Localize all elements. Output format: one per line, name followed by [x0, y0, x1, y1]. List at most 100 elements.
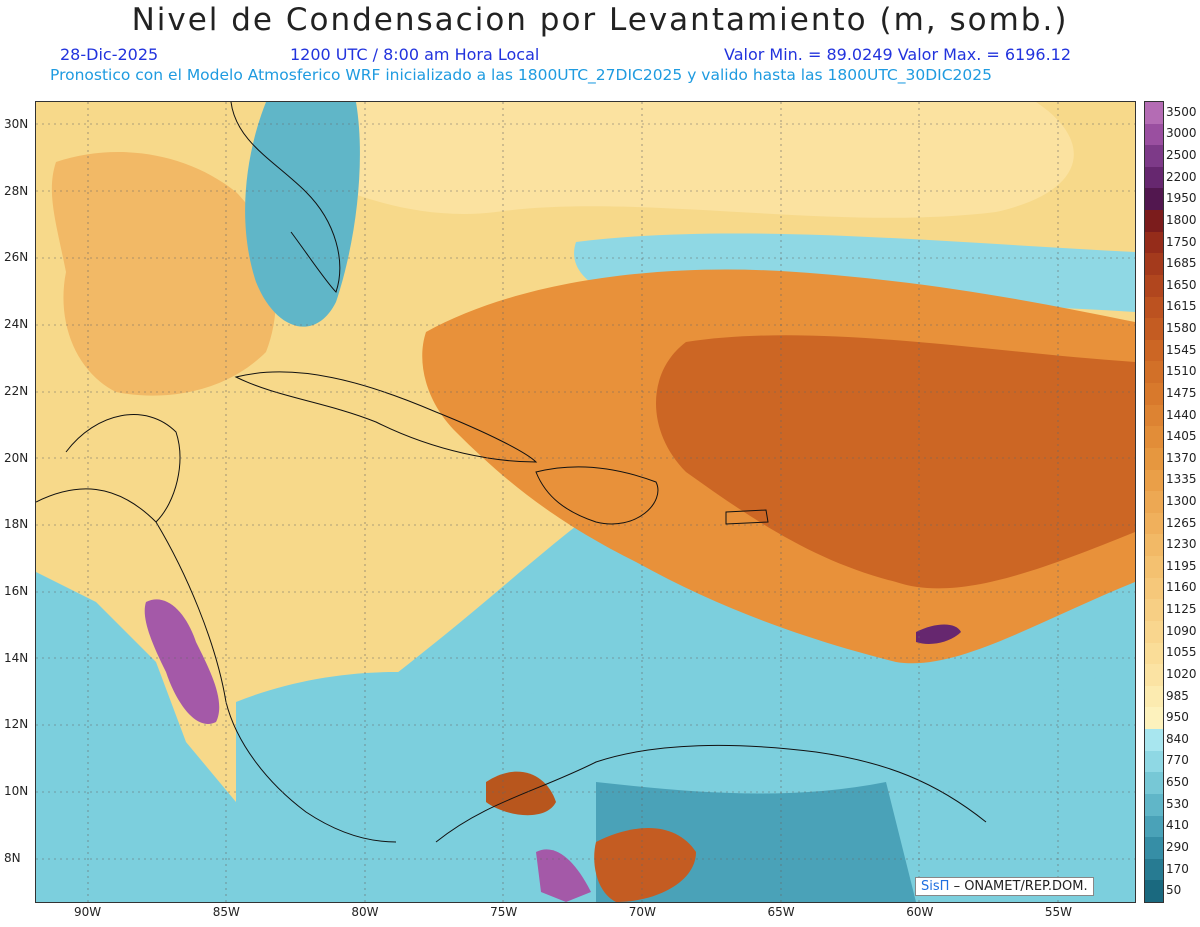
forecast-date: 28-Dic-2025: [60, 45, 159, 64]
legend-swatch: [1145, 750, 1163, 773]
lon-label-70W: 70W: [628, 905, 656, 919]
legend-label: 650: [1166, 775, 1189, 790]
legend-swatch: [1145, 685, 1163, 708]
legend-label: 1300: [1166, 494, 1197, 508]
legend-swatch: [1145, 880, 1163, 903]
coast-puerto-rico: [725, 509, 769, 525]
legend-label: 1545: [1166, 342, 1197, 357]
purple-caribbean-east: [916, 624, 961, 644]
legend-swatch: [1145, 469, 1163, 492]
legend-swatch: [1145, 361, 1163, 384]
lcl-map: [35, 101, 1136, 903]
legend-label: 1510: [1166, 364, 1197, 379]
legend-swatch: [1145, 339, 1163, 362]
legend-swatch: [1145, 556, 1163, 579]
lon-label-80W: 80W: [351, 905, 379, 919]
brown-colombia: [486, 771, 556, 816]
caribbean-blue: [236, 662, 1135, 902]
lon-label-55W: 55W: [1044, 905, 1073, 919]
model-info: Pronostico con el Modelo Atmosferico WRF…: [50, 66, 992, 84]
legend-swatch: [1145, 102, 1163, 125]
lat-label-8N: 8N: [4, 850, 21, 865]
coast-central-america: [36, 488, 397, 843]
legend-swatch: [1145, 512, 1163, 535]
legend-swatch: [1145, 231, 1163, 254]
color-legend: [1144, 101, 1164, 903]
coast-florida: [230, 102, 341, 293]
legend-swatch: [1145, 426, 1163, 449]
legend-label: 1230: [1166, 537, 1197, 552]
purple-south: [536, 849, 591, 902]
coast-cuba: [234, 371, 538, 463]
lat-label-16N: 16N: [4, 583, 29, 598]
legend-label: 1580: [1166, 321, 1197, 336]
legend-swatch: [1145, 274, 1163, 298]
legend-label: 1615: [1166, 299, 1197, 314]
legend-swatch: [1145, 664, 1163, 687]
lon-label-75W: 75W: [490, 905, 518, 919]
legend-label: 1125: [1166, 602, 1197, 617]
legend-label: 1950: [1166, 191, 1197, 206]
legend-label: 1020: [1166, 666, 1197, 681]
legend-label: 2200: [1166, 169, 1197, 184]
grid-lines: [36, 102, 1135, 902]
legend-label: 3000: [1166, 126, 1197, 141]
legend-label: 1370: [1166, 450, 1197, 465]
legend-label: 1195: [1166, 558, 1197, 573]
legend-label: 950: [1166, 710, 1189, 725]
lat-label-30N: 30N: [4, 117, 29, 131]
legend-swatch: [1145, 858, 1163, 881]
legend-label: 1405: [1166, 429, 1197, 444]
legend-label: 50: [1166, 883, 1182, 898]
legend-swatch: [1145, 837, 1163, 860]
legend-swatch: [1145, 447, 1163, 471]
legend-swatch: [1145, 296, 1163, 319]
gulf-orange: [51, 152, 276, 396]
legend-swatch: [1145, 729, 1163, 752]
legend-label: 985: [1166, 688, 1189, 703]
legend-label: 1800: [1166, 212, 1197, 227]
legend-swatch: [1145, 707, 1163, 730]
legend-label: 530: [1166, 796, 1189, 811]
map-title: Nivel de Condensacion por Levantamiento …: [131, 2, 1069, 38]
sis-logo: SisΠ: [921, 879, 950, 894]
legend-label: 3500: [1166, 104, 1197, 119]
legend-label: 1685: [1166, 256, 1197, 271]
legend-label: 1265: [1166, 515, 1197, 530]
legend-label: 170: [1166, 861, 1189, 876]
lat-label-10N: 10N: [4, 784, 29, 798]
legend-swatch: [1145, 577, 1163, 600]
legend-swatch: [1145, 123, 1163, 146]
credit-badge: SisΠ – ONAMET/REP.DOM.: [915, 877, 1094, 896]
legend-swatch: [1145, 815, 1163, 838]
legend-swatch: [1145, 318, 1163, 341]
lat-label-12N: 12N: [4, 717, 29, 732]
forecast-time: 1200 UTC / 8:00 am Hora Local: [290, 45, 540, 64]
legend-label: 2500: [1166, 148, 1197, 163]
legend-swatch: [1145, 404, 1163, 427]
legend-label: 770: [1166, 753, 1189, 768]
legend-label: 1650: [1166, 277, 1197, 292]
legend-label: 290: [1166, 839, 1189, 854]
brown-venezuela: [594, 828, 696, 902]
lat-label-18N: 18N: [4, 517, 29, 532]
north-band: [286, 102, 1074, 218]
lon-label-85W: 85W: [212, 905, 240, 919]
lat-label-24N: 24N: [4, 317, 29, 332]
legend-label: 1090: [1166, 623, 1197, 638]
legend-label: 410: [1166, 818, 1189, 833]
coast-south-america: [435, 744, 987, 843]
lat-label-20N: 20N: [4, 450, 29, 465]
legend-label: 1750: [1166, 234, 1197, 249]
legend-swatch: [1145, 642, 1163, 665]
legend-swatch: [1145, 534, 1163, 557]
legend-swatch: [1145, 188, 1163, 211]
legend-swatch: [1145, 145, 1163, 168]
legend-swatch: [1145, 772, 1163, 795]
legend-swatch: [1145, 166, 1163, 189]
lon-label-90W: 90W: [74, 905, 102, 919]
legend-label: 1335: [1166, 472, 1197, 487]
purple-honduras: [144, 599, 220, 724]
legend-label: 1160: [1166, 580, 1197, 595]
legend-swatch: [1145, 210, 1163, 233]
